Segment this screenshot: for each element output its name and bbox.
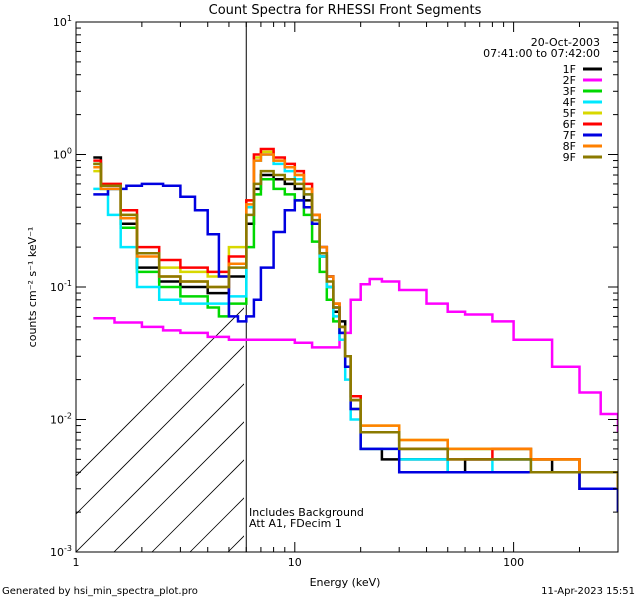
legend-label-8F: 8F (563, 140, 576, 153)
series-3F (93, 162, 618, 489)
axis-ticks (75, 21, 619, 553)
legend-label-4F: 4F (563, 96, 576, 109)
y-tick-label: 100 (53, 147, 72, 162)
hatch-line (76, 307, 244, 477)
series-5F (93, 150, 618, 489)
legend-label-5F: 5F (563, 107, 576, 120)
tick-labels: 1 10 100 10-3 10-2 10-1 100 101 (50, 14, 524, 569)
x-tick-label: 10 (288, 556, 302, 569)
footer-generator: Generated by hsi_min_spectra_plot.pro (2, 586, 198, 597)
hatch-line (151, 459, 244, 552)
series-8F (93, 153, 618, 489)
legend-label-1F: 1F (563, 63, 576, 76)
legend-label-6F: 6F (563, 118, 576, 131)
annotation-background: Includes Background (249, 506, 364, 519)
legend-label-3F: 3F (563, 85, 576, 98)
series-2F (93, 277, 618, 433)
x-tick-label: 100 (503, 556, 524, 569)
y-tick-label: 10-1 (50, 279, 72, 294)
annotation-attenuator: Att A1, FDecim 1 (249, 517, 342, 530)
y-tick-label: 101 (53, 14, 72, 29)
legend-label-9F: 9F (563, 151, 576, 164)
hatch-line (76, 345, 244, 515)
series-4F (93, 153, 618, 489)
x-tick-label: 1 (73, 556, 80, 569)
series-6F (93, 147, 618, 489)
y-tick-label: 10-2 (50, 412, 72, 427)
x-axis-label: Energy (keV) (310, 576, 381, 589)
footer-timestamp: 11-Apr-2023 15:51 (541, 586, 635, 597)
time-range-label: 07:41:00 to 07:42:00 (483, 47, 600, 60)
hatched-region (76, 307, 244, 552)
date-label: 20-Oct-2003 (531, 36, 600, 49)
legend-label-2F: 2F (563, 74, 576, 87)
chart-title: Count Spectra for RHESSI Front Segments (209, 3, 482, 18)
y-tick-label: 10-3 (50, 544, 72, 559)
hatch-line (113, 421, 244, 552)
legend-label-7F: 7F (563, 129, 576, 142)
series-7F (93, 182, 618, 513)
series-layer (93, 147, 618, 513)
y-axis-label: counts cm⁻² s⁻¹ keV⁻¹ (26, 227, 39, 348)
hatch-line (76, 383, 244, 552)
series-9F (93, 162, 618, 489)
